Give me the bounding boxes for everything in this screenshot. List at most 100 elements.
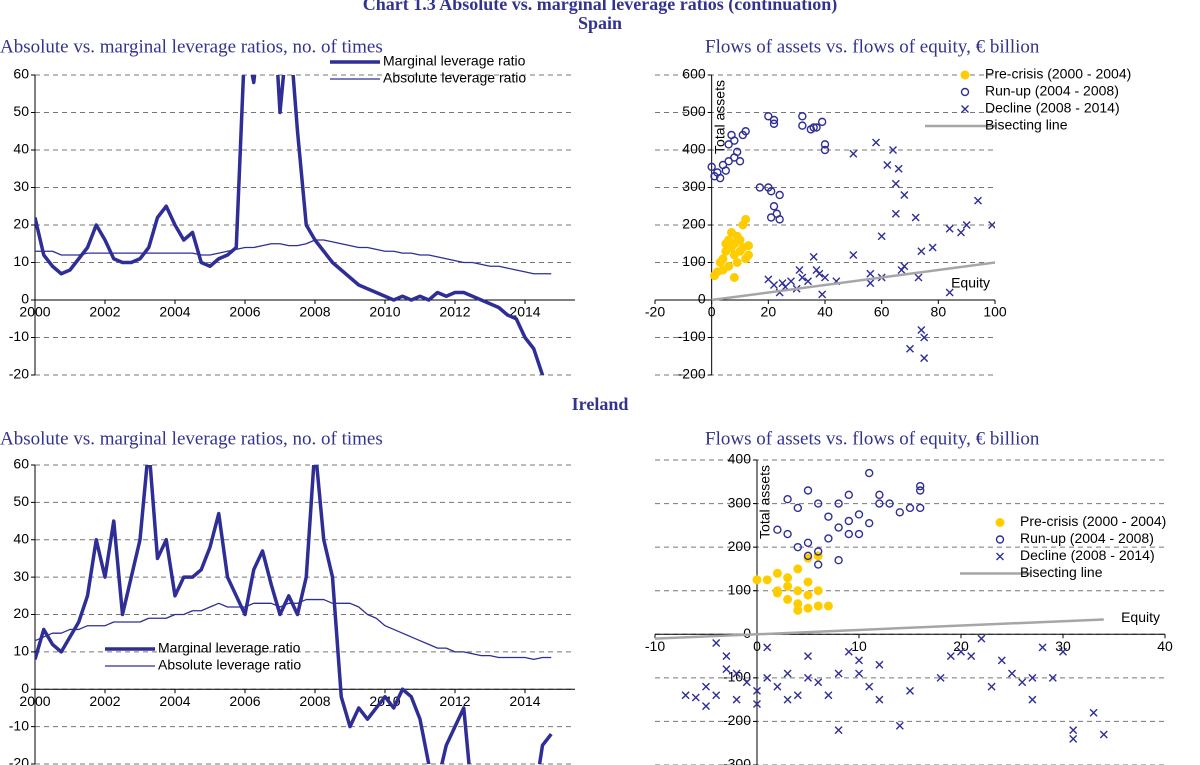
- point: [732, 669, 741, 678]
- chart-subtitle: Absolute vs. marginal leverage ratios, n…: [0, 36, 383, 57]
- point: [844, 647, 853, 656]
- point: [1069, 726, 1078, 735]
- point: [787, 277, 795, 286]
- y-tick-label: -20: [9, 755, 29, 765]
- x-tick-label: 0: [753, 638, 761, 654]
- point: [814, 560, 823, 569]
- point: [865, 468, 874, 478]
- point: [793, 605, 803, 615]
- point: [974, 196, 982, 205]
- x-axis-label: Equity: [951, 275, 990, 291]
- point: [798, 121, 807, 130]
- y-tick-label: 10: [13, 643, 29, 659]
- point: [957, 647, 965, 656]
- point: [722, 652, 731, 661]
- point: [865, 518, 874, 528]
- point: [854, 510, 864, 519]
- point: [855, 656, 863, 665]
- point: [875, 695, 884, 704]
- point: [875, 490, 884, 500]
- point: [724, 140, 733, 149]
- legend-label: Pre-crisis (2000 - 2004): [985, 66, 1131, 82]
- y-tick-label: 20: [13, 216, 29, 232]
- point: [967, 652, 976, 661]
- point: [834, 726, 843, 735]
- point: [920, 354, 929, 363]
- point: [818, 290, 827, 299]
- point: [844, 490, 853, 500]
- point: [772, 568, 782, 578]
- point: [804, 673, 812, 682]
- y-tick-label: 30: [13, 178, 29, 194]
- chart-subtitle: Absolute vs. marginal leverage ratios, n…: [0, 428, 383, 449]
- point: [894, 164, 903, 173]
- point: [883, 161, 892, 169]
- point: [928, 243, 937, 252]
- point: [804, 652, 812, 661]
- point: [891, 179, 900, 188]
- point: [849, 251, 858, 259]
- point: [945, 224, 954, 233]
- point: [813, 601, 823, 611]
- point: [891, 209, 900, 218]
- point: [1059, 647, 1067, 656]
- x-tick-label: 2010: [369, 304, 400, 320]
- point: [957, 228, 965, 237]
- y-tick-label: 60: [13, 456, 29, 472]
- point: [744, 250, 753, 260]
- x-tick-label: 2012: [439, 693, 470, 709]
- legend-label: Pre-crisis (2000 - 2004): [1020, 513, 1166, 529]
- y-tick-label: 50: [13, 493, 29, 509]
- point: [946, 652, 955, 661]
- legend-label: Decline (2008 - 2014): [985, 100, 1120, 116]
- y-tick-label: 300: [682, 178, 706, 194]
- point: [917, 326, 926, 334]
- point: [793, 599, 803, 609]
- point: [916, 503, 925, 513]
- point: [702, 702, 710, 711]
- legend-label: Absolute leverage ratio: [158, 657, 301, 673]
- point: [844, 529, 853, 539]
- point: [735, 235, 745, 245]
- point: [854, 529, 864, 539]
- point: [1008, 669, 1016, 678]
- point: [681, 691, 690, 700]
- point: [1048, 673, 1057, 682]
- point: [741, 127, 750, 136]
- y-tick-label: -200: [678, 366, 706, 382]
- x-tick-label: 80: [931, 304, 947, 320]
- legend-swatch: [960, 87, 970, 97]
- x-tick-label: 20: [761, 304, 777, 320]
- y-tick-label: 20: [13, 605, 29, 621]
- point: [997, 656, 1006, 665]
- x-tick-label: 2006: [229, 693, 260, 709]
- point: [875, 499, 884, 508]
- point: [803, 590, 813, 600]
- point: [820, 140, 830, 149]
- point: [763, 673, 772, 682]
- point: [732, 258, 742, 267]
- legend-swatch: [960, 70, 970, 80]
- y-tick-label: 100: [682, 253, 706, 269]
- point: [783, 495, 792, 504]
- y-tick-label: -100: [723, 669, 751, 685]
- x-tick-label: 2006: [229, 304, 260, 320]
- x-tick-label: 100: [983, 304, 1007, 320]
- point: [824, 534, 833, 543]
- point: [735, 157, 745, 166]
- y-axis-label: Total assets: [757, 465, 773, 539]
- point: [834, 556, 843, 565]
- point: [793, 542, 802, 552]
- point: [803, 538, 813, 547]
- point: [764, 112, 773, 121]
- point: [1099, 730, 1108, 739]
- legend-swatch: [995, 535, 1005, 544]
- point: [722, 665, 731, 674]
- legend-label: Decline (2008 - 2014): [1020, 547, 1155, 563]
- y-tick-label: 30: [13, 568, 29, 584]
- point: [753, 700, 761, 708]
- point: [844, 516, 853, 526]
- y-tick-label: -10: [9, 328, 29, 344]
- plot-area: [655, 468, 1108, 743]
- legend-label: Bisecting line: [985, 117, 1068, 133]
